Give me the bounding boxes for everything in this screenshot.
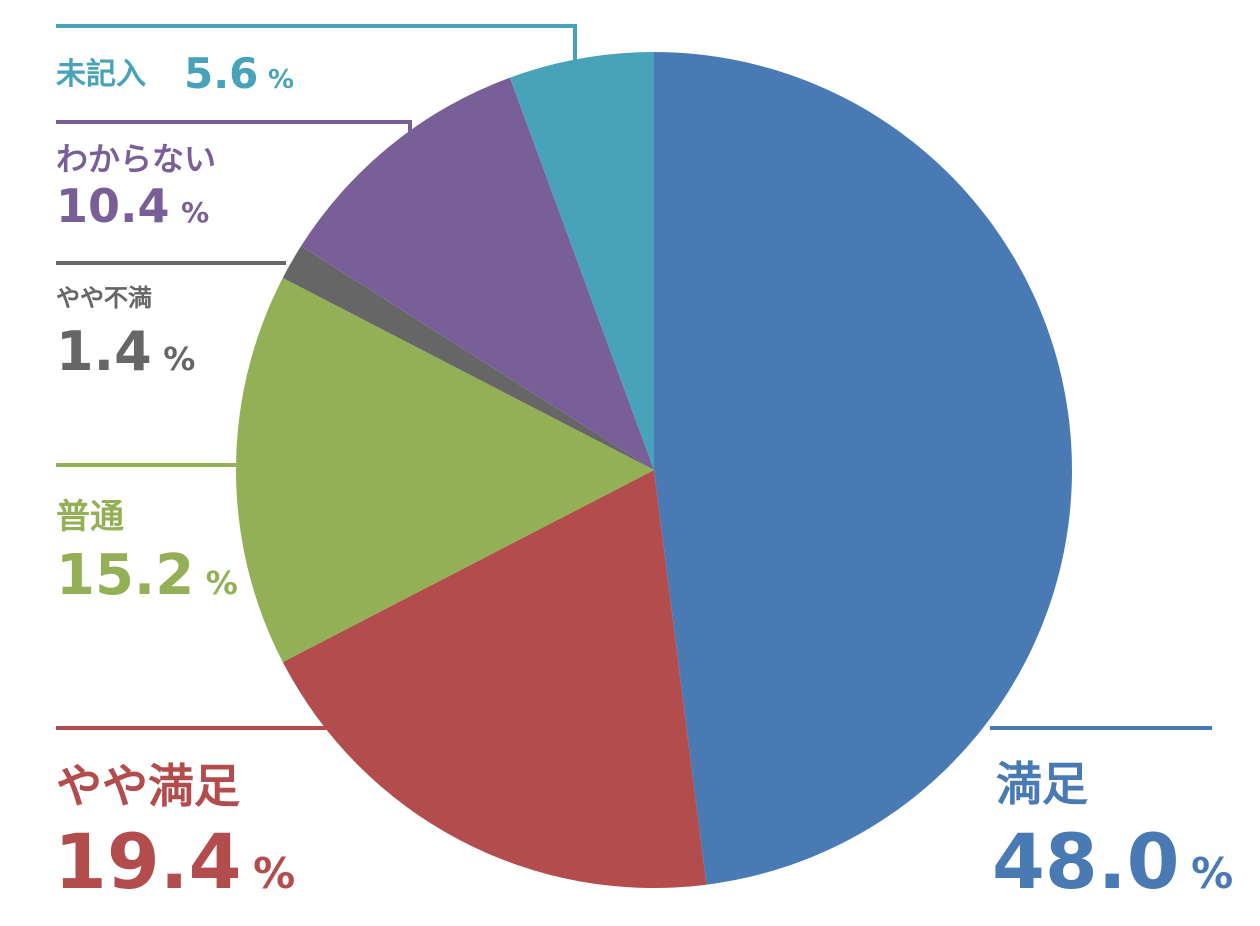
- value-somewhat-satisfied: 19.4 %: [54, 817, 295, 906]
- percent-sign: %: [181, 196, 209, 229]
- slice-not-entered: [509, 52, 654, 470]
- percent-sign: %: [253, 849, 295, 898]
- value-number: 19.4: [54, 817, 242, 906]
- label-neutral: 普通: [56, 497, 124, 537]
- value-satisfied: 48.0 %: [992, 817, 1233, 906]
- value-number: 10.4: [56, 179, 170, 233]
- value-number: 48.0: [992, 817, 1180, 906]
- label-somewhat-dissatisfied: やや不満: [56, 284, 152, 312]
- slice-somewhat-dissatisfied: [282, 246, 654, 470]
- value-number: 5.6: [184, 49, 258, 98]
- label-satisfied: 満足: [996, 757, 1088, 811]
- label-somewhat-satisfied: やや満足: [56, 759, 240, 813]
- label-unknown: わからない: [56, 140, 216, 178]
- percent-sign: %: [163, 340, 195, 378]
- value-not-entered: 5.6 %: [184, 49, 294, 98]
- slice-unknown: [301, 77, 654, 470]
- percent-sign: %: [206, 564, 238, 602]
- slice-neutral: [236, 277, 654, 663]
- slice-somewhat-satisfied: [282, 470, 707, 888]
- value-number: 15.2: [56, 543, 194, 608]
- leader-lines: [56, 24, 1212, 730]
- value-unknown: 10.4 %: [56, 179, 209, 233]
- pie-slices: [236, 52, 1072, 888]
- slice-satisfied: [654, 52, 1072, 885]
- percent-sign: %: [268, 65, 294, 95]
- percent-sign: %: [1191, 849, 1233, 898]
- value-somewhat-dissatisfied: 1.4 %: [56, 320, 195, 383]
- value-neutral: 15.2 %: [56, 543, 238, 608]
- label-not-entered: 未記入: [56, 57, 146, 92]
- leader-line: [56, 24, 577, 62]
- value-number: 1.4: [56, 320, 152, 383]
- leader-line: [56, 120, 412, 134]
